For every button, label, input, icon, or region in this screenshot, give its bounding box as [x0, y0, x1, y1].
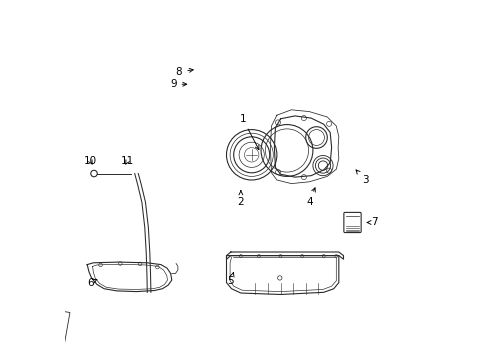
Text: 5: 5 [227, 273, 234, 286]
Text: 2: 2 [237, 191, 244, 207]
Text: 8: 8 [175, 67, 193, 77]
Text: 9: 9 [169, 79, 186, 89]
Text: 1: 1 [239, 114, 259, 150]
Text: 6: 6 [87, 278, 97, 288]
Text: 7: 7 [366, 217, 377, 228]
Text: 11: 11 [121, 156, 134, 166]
Text: 4: 4 [305, 188, 315, 207]
Text: 3: 3 [355, 170, 367, 185]
Text: 10: 10 [83, 156, 97, 166]
